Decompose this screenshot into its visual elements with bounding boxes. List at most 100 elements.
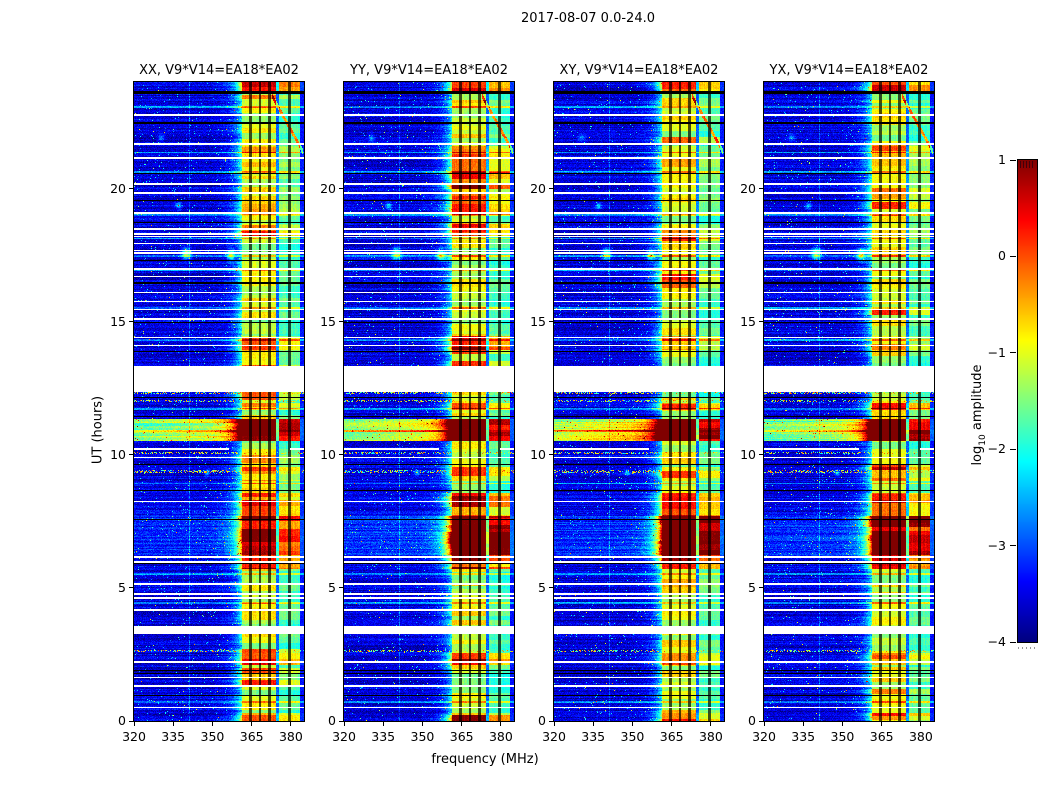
colorbar-tick-label: −1 [987,344,1006,360]
y-tick-label: 20 [110,180,126,196]
figure-title: 2017-08-07 0.0-24.0 [521,11,655,26]
y-tick-mark [339,454,343,456]
y-tick-mark [129,720,133,722]
panel-title-yx: YX, V9*V14=EA18*EA02 [769,63,929,78]
y-tick-label: 20 [530,180,546,196]
colorbar-canvas [1018,160,1037,642]
x-tick-label: 320 [332,729,356,744]
x-tick-label: 335 [371,729,396,744]
y-tick-label: 20 [740,180,756,196]
y-tick-mark [549,454,553,456]
y-tick-label: 5 [328,579,336,595]
y-tick-label: 10 [320,446,336,462]
x-tick-mark [133,722,135,726]
x-tick-label: 350 [830,729,855,744]
x-tick-label: 320 [542,729,566,744]
y-tick-mark [759,587,763,589]
colorbar-minor-ticks [1020,161,1035,168]
colorbar-tick-label: 0 [998,248,1006,264]
colorbar-tick-mark [1010,545,1016,547]
y-tick-label: 15 [320,313,336,329]
x-tick-mark [500,722,502,726]
y-tick-mark [129,454,133,456]
colorbar-tick-mark [1010,255,1016,257]
y-tick-label: 10 [110,446,126,462]
spectrogram-canvas-yx [764,82,934,721]
y-tick-label: 0 [118,713,126,728]
y-tick-mark [549,587,553,589]
panel-xx: XX, V9*V14=EA18*EA02 [133,63,305,722]
colorbar-tick-label: −4 [987,634,1006,649]
colorbar-end-dots [1018,647,1037,649]
x-tick-label: 350 [200,729,225,744]
colorbar-tick-label: 1 [998,152,1006,167]
y-tick-label: 5 [748,579,756,595]
x-tick-mark [461,722,463,726]
x-tick-label: 380 [278,729,303,744]
colorbar-tick-mark [1010,352,1016,354]
x-tick-label: 365 [659,729,684,744]
panel-xy: XY, V9*V14=EA18*EA02 [553,63,725,722]
y-tick-label: 5 [538,579,546,595]
panel-yx: YX, V9*V14=EA18*EA02 [763,63,935,722]
x-tick-mark [421,722,423,726]
panel-title-xy: XY, V9*V14=EA18*EA02 [559,63,719,78]
x-tick-label: 335 [581,729,606,744]
y-tick-mark [129,188,133,189]
x-tick-mark [631,722,633,726]
y-tick-mark [339,188,343,189]
x-tick-label: 335 [161,729,186,744]
y-tick-mark [759,188,763,189]
spectrogram-canvas-xy [554,82,724,721]
y-tick-mark [339,720,343,722]
y-tick-label: 0 [328,713,336,728]
y-tick-mark [129,321,133,323]
x-tick-label: 380 [908,729,933,744]
y-tick-label: 5 [118,579,126,595]
y-tick-label: 15 [740,313,756,329]
y-tick-mark [549,321,553,323]
x-tick-mark [841,722,843,726]
x-tick-mark [382,722,384,726]
x-tick-mark [592,722,594,726]
x-tick-label: 380 [698,729,723,744]
x-tick-mark [290,722,292,726]
x-tick-mark [763,722,765,726]
x-tick-label: 320 [752,729,776,744]
panel-title-yy: YY, V9*V14=EA18*EA02 [350,63,508,78]
y-tick-mark [759,454,763,456]
colorbar-tick-mark [1010,448,1016,450]
y-tick-label: 15 [110,313,126,329]
y-tick-mark [129,587,133,589]
y-tick-label: 10 [740,446,756,462]
y-tick-mark [549,188,553,189]
spectrogram-canvas-yy [344,82,514,721]
x-tick-mark [553,722,555,726]
x-tick-mark [881,722,883,726]
colorbar-tick-label: −3 [987,537,1006,553]
y-tick-label: 15 [530,313,546,329]
x-tick-mark [802,722,804,726]
x-tick-mark [211,722,213,726]
y-tick-mark [339,587,343,589]
x-tick-label: 365 [239,729,264,744]
x-tick-label: 350 [410,729,435,744]
x-tick-mark [920,722,922,726]
y-tick-mark [759,720,763,722]
y-tick-label: 0 [748,713,756,728]
x-tick-mark [251,722,253,726]
x-tick-label: 365 [869,729,894,744]
colorbar-tick-label: −2 [987,441,1006,457]
x-tick-mark [710,722,712,726]
colorbar [1017,159,1038,643]
y-tick-label: 10 [530,446,546,462]
x-axis-label: frequency (MHz) [431,752,539,767]
panel-title-xx: XX, V9*V14=EA18*EA02 [139,63,299,78]
y-tick-mark [759,321,763,323]
x-tick-mark [671,722,673,726]
y-tick-mark [339,321,343,323]
x-tick-label: 365 [449,729,474,744]
x-tick-label: 335 [791,729,816,744]
x-tick-label: 350 [620,729,645,744]
